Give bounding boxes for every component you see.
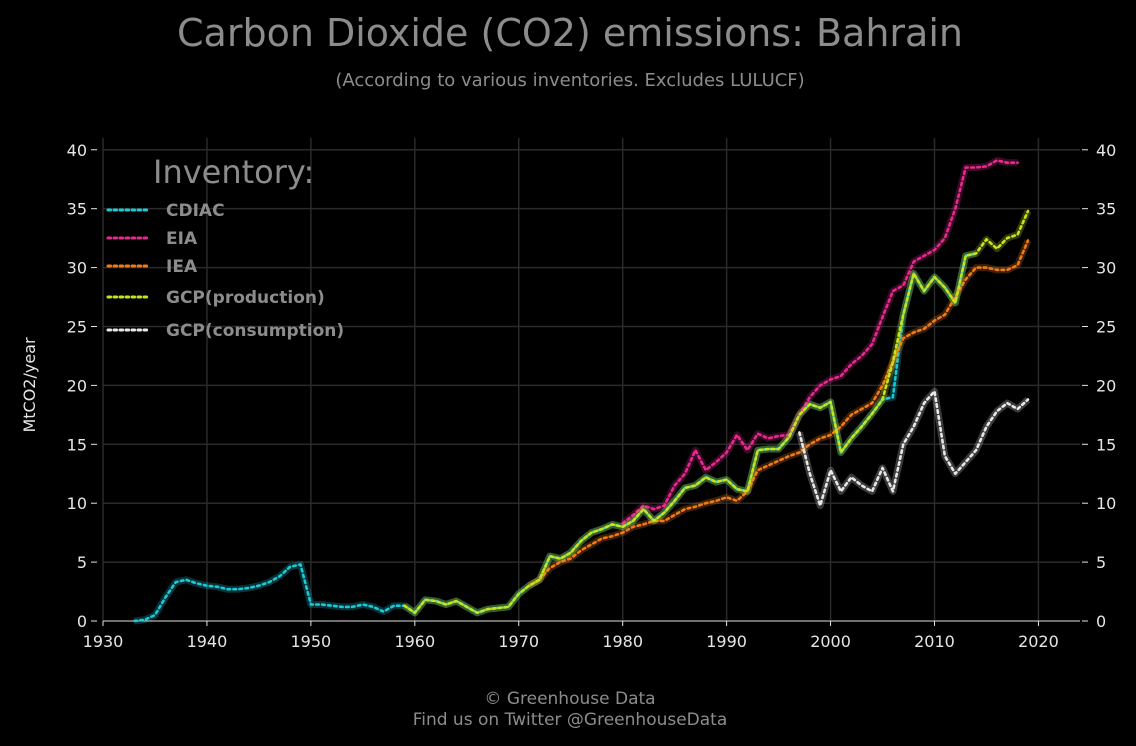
x-tick-label: 1990: [706, 632, 747, 651]
grid: [102, 138, 1080, 622]
series-glow: [527, 239, 1032, 589]
y-tick-label-left: 10: [67, 494, 87, 513]
legend-label: IEA: [166, 257, 198, 277]
chart-title: Carbon Dioxide (CO2) emissions: Bahrain: [177, 11, 963, 55]
x-tick-label: 2000: [810, 632, 851, 651]
legend-title: Inventory:: [153, 153, 314, 191]
series-gcp-production-: [402, 209, 1032, 617]
x-tick-label: 1980: [602, 632, 643, 651]
x-tick-label: 1960: [394, 632, 435, 651]
footer-twitter: Find us on Twitter @GreenhouseData: [413, 710, 728, 730]
series-layer: [132, 156, 1032, 625]
x-tick-label: 1940: [187, 632, 228, 651]
y-tick-label-left: 20: [67, 376, 87, 395]
y-tick-label-right: 0: [1096, 612, 1106, 631]
y-tick-label-left: 5: [77, 553, 87, 572]
y-tick-label-right: 25: [1096, 317, 1116, 336]
y-tick-label-right: 35: [1096, 200, 1116, 219]
y-tick-label-right: 40: [1096, 141, 1116, 160]
legend-label: EIA: [166, 229, 198, 249]
y-tick-label-right: 10: [1096, 494, 1116, 513]
legend-label: GCP(production): [166, 288, 325, 308]
x-tick-label: 1930: [83, 632, 124, 651]
series-line: [132, 252, 978, 623]
y-tick-label-right: 30: [1096, 259, 1116, 278]
legend-label: CDIAC: [166, 201, 225, 221]
y-tick-label-left: 0: [77, 612, 87, 631]
x-tick-label: 1950: [291, 632, 332, 651]
axes: 1930 1940 1950 1960 1970 1980 1990 2000 2010 2020…: [67, 141, 1117, 651]
x-tick-label: 1970: [498, 632, 539, 651]
y-tick-label-left: 35: [67, 200, 87, 219]
x-tick-label: 2020: [1018, 632, 1059, 651]
y-tick-label-right: 15: [1096, 435, 1116, 454]
x-tick-label: 2010: [914, 632, 955, 651]
footer-copyright: © Greenhouse Data: [484, 689, 655, 709]
series-line: [798, 389, 1030, 507]
legend-label: GCP(consumption): [166, 321, 344, 341]
legend: Inventory: CDIAC EIA IEA GCP(production) GCP…: [106, 153, 344, 341]
y-tick-label-left: 15: [67, 435, 87, 454]
series-iea: [527, 239, 1032, 589]
y-tick-label-left: 40: [67, 141, 87, 160]
series-line: [621, 159, 1019, 525]
series-line: [403, 209, 1030, 615]
series-line: [527, 239, 1030, 588]
series-eia: [620, 156, 1019, 526]
y-tick-label-right: 5: [1096, 553, 1106, 572]
y-tick-label-right: 20: [1096, 376, 1116, 395]
chart-subtitle: (According to various inventories. Exclu…: [335, 70, 804, 91]
y-tick-label-left: 25: [67, 317, 87, 336]
series-gcp-consumption-: [796, 387, 1031, 510]
y-axis-label: MtCO2/year: [20, 337, 39, 433]
y-tick-label-left: 30: [67, 259, 87, 278]
